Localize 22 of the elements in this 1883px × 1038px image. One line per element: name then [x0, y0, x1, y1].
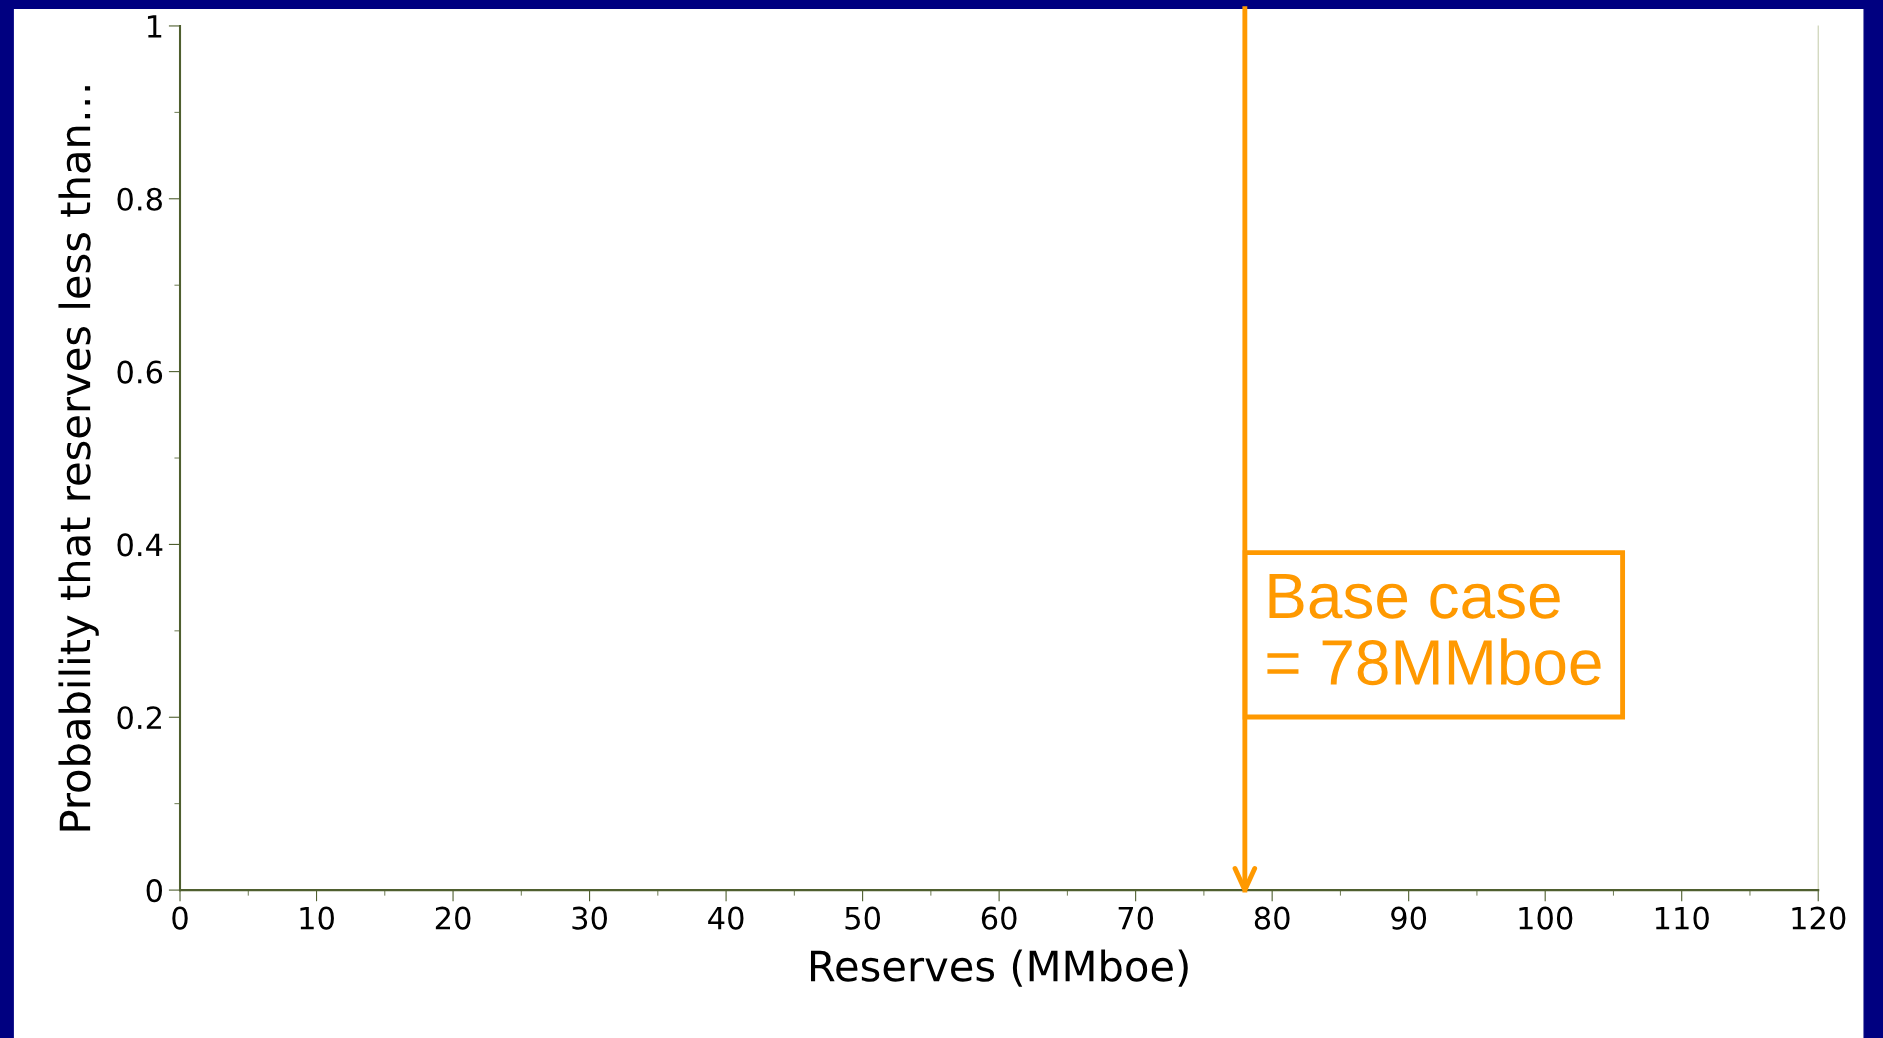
x-axis-title: Reserves (MMboe) — [810, 949, 1188, 987]
x-tick-label: 20 — [435, 906, 471, 930]
y-tick-label: 0.2 — [117, 706, 161, 730]
y-tick-label: 1 — [147, 15, 162, 38]
x-tick-label: 110 — [1655, 906, 1709, 930]
x-tick-label: 50 — [845, 906, 881, 930]
y-axis-title: Probability that reserves less than… — [58, 86, 99, 831]
x-tick-label: 100 — [1519, 906, 1573, 930]
y-tick-label: 0 — [146, 879, 163, 903]
y-tick-label: 0.4 — [117, 533, 163, 557]
x-tick-label: 10 — [300, 906, 334, 930]
x-tick-label: 70 — [1118, 906, 1154, 930]
y-tick-label: 0.8 — [117, 187, 162, 211]
x-tick-label: 40 — [708, 906, 744, 930]
ref-line-label: Base case = 78MMboe — [1267, 574, 1601, 686]
x-tick-label: 30 — [572, 906, 607, 930]
x-tick-label: 120 — [1792, 906, 1846, 930]
x-tick-label: 80 — [1254, 906, 1290, 930]
y-tick-label: 0.6 — [117, 360, 163, 384]
x-tick-label: 90 — [1391, 906, 1427, 930]
x-tick-label: 0 — [172, 906, 188, 930]
x-tick-label: 60 — [981, 906, 1017, 930]
